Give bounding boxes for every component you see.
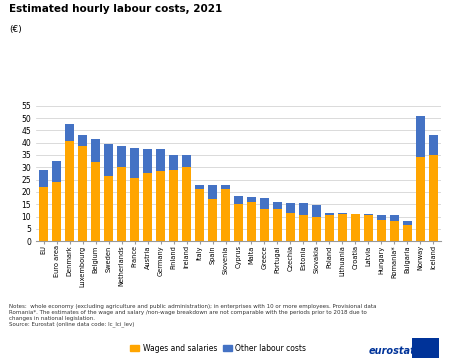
Bar bbox=[286, 213, 295, 241]
Bar bbox=[247, 202, 256, 241]
Bar bbox=[52, 182, 62, 241]
Bar bbox=[390, 221, 399, 241]
Bar bbox=[65, 141, 74, 241]
Text: (€): (€) bbox=[9, 25, 22, 34]
Bar bbox=[221, 185, 230, 189]
Bar bbox=[403, 225, 412, 241]
Bar bbox=[65, 124, 74, 141]
Bar bbox=[156, 149, 165, 171]
Bar bbox=[182, 155, 191, 167]
Bar bbox=[143, 149, 152, 174]
Bar bbox=[415, 116, 425, 157]
Bar bbox=[195, 189, 204, 241]
Text: eurostat: eurostat bbox=[369, 346, 416, 356]
Bar bbox=[234, 204, 243, 241]
Bar bbox=[390, 215, 399, 221]
Bar bbox=[273, 209, 282, 241]
Bar bbox=[299, 203, 308, 215]
Bar bbox=[312, 217, 321, 241]
Bar bbox=[351, 214, 360, 241]
Bar bbox=[325, 215, 334, 241]
Bar bbox=[39, 170, 49, 187]
Bar bbox=[195, 185, 204, 189]
Bar bbox=[260, 198, 269, 209]
Bar bbox=[325, 213, 334, 215]
Bar bbox=[208, 199, 217, 241]
Bar bbox=[338, 213, 347, 214]
Bar bbox=[377, 215, 386, 220]
Bar bbox=[428, 135, 438, 155]
Bar bbox=[377, 220, 386, 241]
Bar bbox=[117, 167, 126, 241]
Bar bbox=[143, 174, 152, 241]
Bar bbox=[130, 148, 140, 179]
Bar bbox=[364, 214, 373, 215]
Bar bbox=[312, 206, 321, 217]
Bar bbox=[364, 215, 373, 241]
Bar bbox=[208, 185, 217, 199]
Bar bbox=[182, 167, 191, 241]
Bar bbox=[234, 195, 243, 204]
Bar bbox=[338, 214, 347, 241]
Bar bbox=[104, 176, 113, 241]
Bar bbox=[78, 135, 87, 147]
Bar bbox=[130, 179, 140, 241]
Bar bbox=[39, 187, 49, 241]
Bar bbox=[260, 209, 269, 241]
Text: Estimated hourly labour costs, 2021: Estimated hourly labour costs, 2021 bbox=[9, 4, 222, 14]
Bar bbox=[78, 147, 87, 241]
Bar bbox=[247, 197, 256, 202]
Text: Notes:  whole economy (excluding agriculture and public administration); in ente: Notes: whole economy (excluding agricult… bbox=[9, 304, 377, 327]
Bar bbox=[91, 162, 100, 241]
Bar bbox=[52, 161, 62, 182]
Bar bbox=[169, 155, 178, 170]
Bar bbox=[221, 189, 230, 241]
Bar bbox=[299, 215, 308, 241]
Legend: Wages and salaries, Other labour costs: Wages and salaries, Other labour costs bbox=[127, 341, 309, 356]
Bar bbox=[169, 170, 178, 241]
Bar bbox=[91, 139, 100, 162]
Bar bbox=[286, 203, 295, 213]
Bar bbox=[403, 221, 412, 225]
Bar bbox=[117, 147, 126, 167]
Bar bbox=[428, 155, 438, 241]
Bar bbox=[104, 144, 113, 176]
Bar bbox=[415, 157, 425, 241]
Bar bbox=[273, 202, 282, 209]
Bar bbox=[156, 171, 165, 241]
